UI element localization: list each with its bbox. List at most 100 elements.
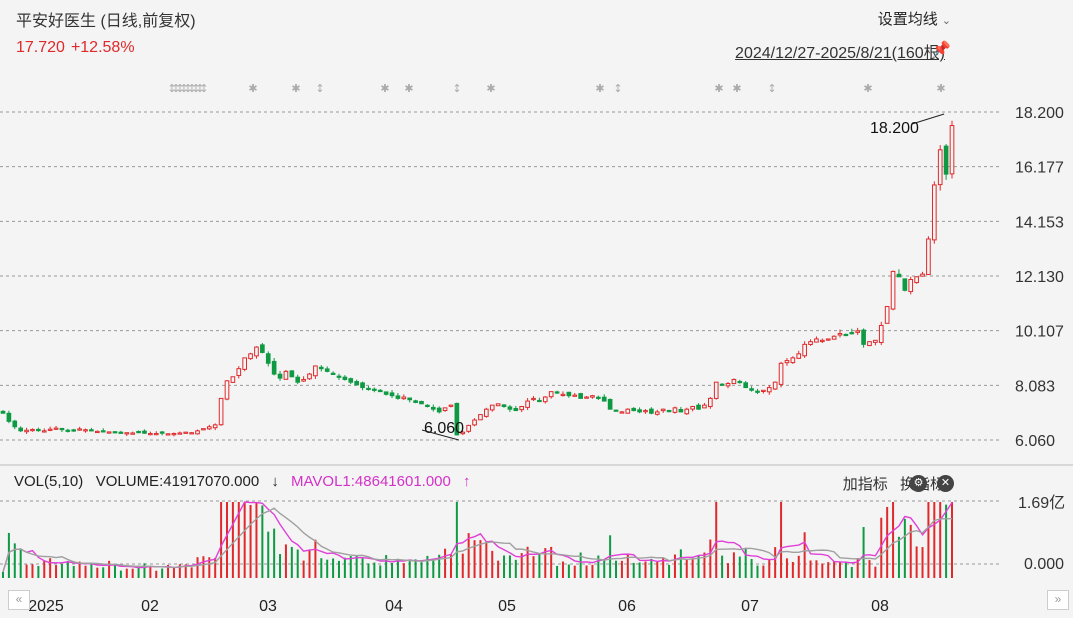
volume-bar [951,502,953,578]
candle-body [136,430,141,434]
event-marker: ↕ [187,82,196,95]
y-axis-labels: 18.200 16.177 14.153 12.130 10.107 8.083 6.060 [1015,105,1064,450]
event-marker: ↕ [167,82,176,95]
volume-bar [326,559,329,578]
volume-bar [939,502,942,578]
volume-bar [809,560,812,578]
volume-bar [13,543,16,578]
candle-body [336,375,342,378]
y-tick-label: 12.130 [1015,269,1064,286]
y-tick-label: 6.060 [1015,433,1055,450]
candle-body [761,389,766,392]
volume-bar [31,564,34,578]
candle-body [607,398,613,410]
candle-body [372,388,377,391]
candle-body [678,408,684,413]
candle-body [130,432,136,435]
volume-bar [561,561,564,578]
volume-bar [66,560,69,578]
candle-body [949,125,955,175]
close-icon[interactable]: ✕ [937,475,954,492]
candle-body [106,431,112,434]
candle-body [407,397,413,401]
candle-body [260,344,265,353]
candle-body [749,388,754,391]
candle-body [283,370,289,380]
candle-body [489,404,495,411]
candle-body [318,366,324,370]
scroll-right-button[interactable]: » [1047,590,1069,610]
y-tick-label: 16.177 [1015,160,1064,177]
volume-bar [349,556,352,578]
candle-body [366,387,371,391]
candle-body [313,365,318,377]
volume-bar [715,502,718,578]
volume-bar [703,552,706,578]
volume-bar [750,558,753,578]
volume-bar [78,561,81,578]
candle-body [177,432,183,435]
candle-body [466,424,471,432]
volume-bar [768,559,771,578]
volume-bar [72,566,75,578]
volume-bar [573,565,576,578]
gear-icon[interactable]: ⚙ [910,475,927,492]
candle-body [83,429,88,432]
candle-body [254,346,259,357]
candle-body [484,408,489,417]
y-tick-label: 18.200 [1015,105,1064,122]
volume-bar [933,502,936,578]
volume-bar [638,562,641,578]
add-indicator-button[interactable]: 加指标 [842,476,888,493]
event-marker: ✱ [404,82,413,95]
volume-bar [691,558,694,578]
candle-body [307,373,312,380]
scroll-left-button[interactable]: « [8,590,30,610]
candle-body [778,362,784,385]
volume-bar [43,560,46,578]
candle-body [537,399,542,403]
volume-bar [367,563,370,578]
candle-body [525,400,530,408]
volume-bar [332,558,335,578]
candle-body [295,376,301,383]
candle-body [189,432,194,435]
x-tick-label: 08 [871,598,889,615]
volume-bar [473,540,476,578]
volume-bar [585,565,588,578]
candle-body [330,372,336,375]
volume-bar [673,554,676,578]
volume-bar [402,563,405,578]
low-arrow [421,429,460,441]
candle-body [71,429,77,432]
high-label: 18.200 [870,120,919,137]
candle-body [713,381,719,399]
volume-bar [420,562,423,578]
ma-settings-button[interactable]: 设置均线 ⌄ [878,8,951,29]
vol-indicator-name: VOL(5,10) [14,473,84,490]
volume-bar [426,555,429,578]
candle-body [649,408,654,414]
volume-bar [102,567,105,578]
volume-bar [155,570,158,578]
candle-body [596,396,601,399]
date-range[interactable]: 2024/12/27-2025/8/21(160根) [735,45,945,62]
pin-icon[interactable]: 📌 [932,41,951,58]
candle-body [755,390,760,393]
x-tick-label: 05 [498,598,516,615]
candle-body [389,392,395,397]
volume-bar [603,559,606,578]
candle-body [242,357,247,370]
volume-bar [237,502,240,578]
candle-body [425,404,430,407]
event-markers: ↕↕↕↕↕↕↕↕↕ ✱ ✱ ↕ ✱ ✱ ↕ ✱ ✱ ↕ ✱ ✱ ↕ ✱ ✱ [167,82,945,95]
volume-bar [797,555,800,578]
volume-bar [96,567,99,578]
volume-bar [125,568,128,578]
candle-body [30,428,35,432]
volume-bar [744,547,747,578]
volume-bar [2,571,4,578]
candle-body [920,273,925,277]
candle-body [849,332,855,335]
volume-bar [721,555,724,578]
